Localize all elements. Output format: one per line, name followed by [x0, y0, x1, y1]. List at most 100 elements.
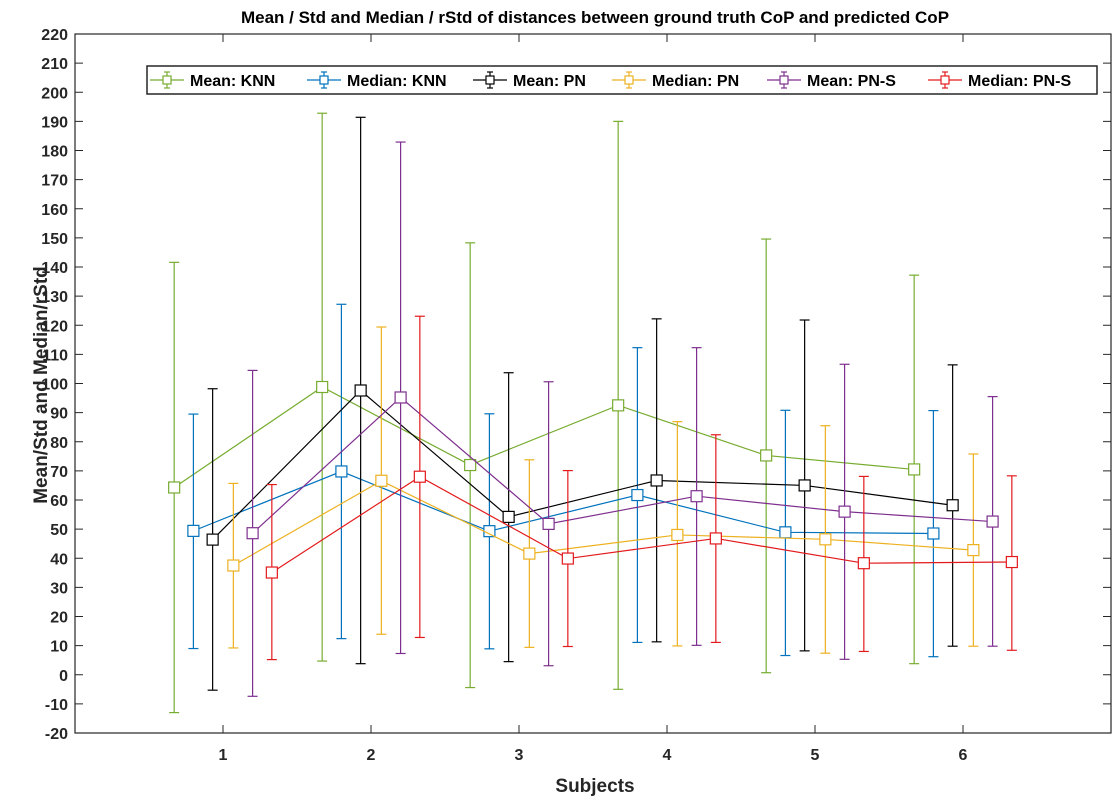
series-line: [193, 470, 934, 535]
legend-entry: Mean: KNN: [150, 71, 275, 90]
data-point: [206, 533, 219, 546]
series-median-pn: [227, 326, 980, 654]
data-point: [502, 510, 515, 523]
data-point: [690, 490, 703, 503]
data-point: [542, 517, 555, 530]
data-point: [394, 391, 407, 404]
y-tick-label: 210: [41, 56, 68, 73]
data-point: [265, 566, 278, 579]
y-tick-label: 120: [41, 318, 68, 335]
y-tick-label: 10: [50, 639, 68, 656]
legend: Mean: KNN Median: KNN Mean: PN Median: PN Me…: [146, 65, 1098, 95]
data-point: [168, 481, 181, 494]
data-point: [316, 380, 329, 394]
y-tick-label: 180: [41, 144, 68, 161]
legend-label: Mean: PN: [513, 73, 586, 90]
y-tick-label: 30: [50, 580, 68, 597]
legend-marker: [485, 75, 495, 85]
data-point: [561, 552, 574, 565]
legend-marker: [779, 75, 789, 85]
legend-entry: Median: KNN: [307, 71, 447, 90]
legend-marker: [624, 75, 634, 85]
legend-entry: Mean: PN-S: [767, 71, 896, 90]
series-line: [173, 386, 915, 488]
data-point: [413, 470, 426, 483]
legend-label: Mean: KNN: [190, 73, 275, 90]
series-mean-pn-s: [246, 141, 999, 697]
data-point: [612, 399, 625, 412]
data-point: [335, 465, 348, 478]
data-point: [1005, 555, 1018, 569]
x-tick-label: 2: [367, 747, 376, 764]
data-point: [709, 532, 722, 545]
series-line: [212, 389, 953, 541]
y-tick-label: 130: [41, 289, 68, 306]
data-point: [946, 499, 959, 512]
data-point: [967, 543, 980, 557]
y-tick-label: -10: [45, 697, 68, 714]
data-point: [246, 527, 259, 540]
y-tick-label: 100: [41, 377, 68, 394]
legend-marker: [162, 75, 172, 85]
legend-entry: Median: PN: [612, 71, 739, 90]
series-line: [233, 480, 974, 567]
data-point: [760, 449, 773, 462]
y-tick-label: 150: [41, 231, 68, 248]
data-point: [227, 559, 240, 572]
legend-label: Median: PN: [652, 73, 739, 90]
x-axis-label: Subjects: [555, 776, 634, 797]
data-point: [798, 479, 811, 492]
series-layer: [168, 112, 1018, 714]
x-tick-label: 6: [959, 747, 968, 764]
chart-title: Mean / Std and Median / rStd of distance…: [241, 8, 949, 27]
y-tick-label: 40: [50, 551, 68, 568]
y-tick-label: 60: [50, 493, 68, 510]
data-point: [838, 505, 851, 518]
x-tick-label: 5: [811, 747, 820, 764]
data-point: [354, 384, 367, 397]
y-tick-label: 70: [50, 464, 68, 481]
y-tick-label: 90: [50, 406, 68, 423]
data-point: [986, 515, 999, 528]
legend-label: Median: KNN: [347, 73, 447, 90]
data-point: [908, 463, 921, 476]
y-tick-label: 170: [41, 173, 68, 190]
data-point: [857, 557, 870, 570]
y-tick-label: 160: [41, 202, 68, 219]
y-tick-label: 50: [50, 522, 68, 539]
data-point: [927, 527, 940, 540]
legend-marker: [319, 75, 329, 85]
legend-label: Mean: PN-S: [807, 73, 896, 90]
y-tick-label: 0: [59, 668, 68, 685]
legend-entry: Median: PN-S: [928, 71, 1071, 90]
x-tick-label: 3: [515, 747, 524, 764]
series-mean-pn: [206, 116, 959, 691]
y-tick-label: 20: [50, 610, 68, 627]
data-point: [631, 488, 644, 502]
y-tick-label: 220: [41, 27, 68, 44]
series-median-pn-s: [265, 315, 1018, 661]
y-tick-label: -20: [45, 726, 68, 743]
data-point: [187, 524, 200, 537]
data-point: [819, 533, 832, 546]
x-tick-label: 1: [219, 747, 228, 764]
data-point: [671, 528, 684, 542]
y-tick-label: 110: [42, 347, 68, 364]
series-mean-knn: [168, 112, 921, 714]
data-point: [523, 547, 536, 560]
legend-label: Median: PN-S: [968, 73, 1071, 90]
data-point: [779, 526, 792, 539]
series-line: [252, 396, 993, 534]
legend-entry: Mean: PN: [473, 71, 586, 90]
data-point: [483, 525, 496, 538]
y-tick-label: 190: [41, 114, 68, 131]
data-point: [464, 458, 477, 472]
axes: -20 -10 0 10 20 30 40 50 60 70 80 90 100 110 120 130 140…: [41, 27, 1112, 764]
y-tick-label: 80: [50, 435, 68, 452]
y-axis-label: Mean/Std and Median/rStd: [31, 266, 52, 504]
data-point: [650, 474, 663, 487]
series-line: [271, 476, 1012, 574]
